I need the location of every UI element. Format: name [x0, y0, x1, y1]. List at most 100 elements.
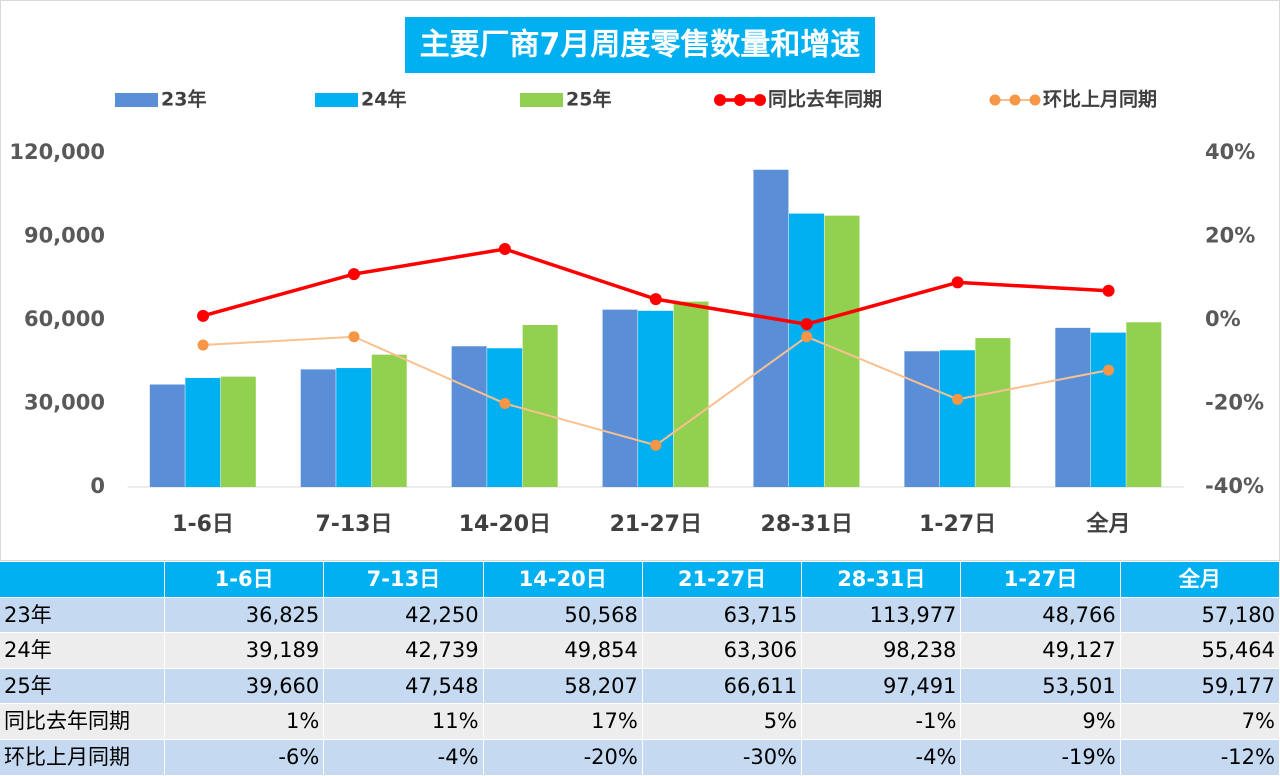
bar: [1055, 327, 1091, 487]
table-cell: 39,189: [165, 633, 325, 669]
line-marker: [499, 398, 511, 409]
table-cell: 53,501: [961, 668, 1121, 705]
legend-swatch: [115, 93, 158, 107]
legend-label: 23年: [161, 88, 206, 111]
table-cell: 48,766: [961, 597, 1121, 634]
table-cell: -19%: [961, 740, 1121, 776]
table-cell: 25年: [0, 668, 165, 705]
x-tick-label: 1-6日: [172, 512, 234, 537]
title-box: [405, 17, 875, 73]
bar: [904, 351, 940, 487]
table-cell: 63,306: [642, 633, 803, 669]
bar: [788, 213, 824, 487]
y2-tick-label: 0%: [1205, 307, 1241, 331]
y-tick-label: 120,000: [9, 140, 105, 164]
legend-swatch: [520, 93, 563, 107]
table-cell: 42,739: [324, 633, 484, 669]
table-cell: 47,548: [324, 668, 484, 705]
table-cell: 5%: [642, 704, 803, 740]
table-cell: 23年: [0, 597, 165, 634]
line-marker: [649, 293, 662, 306]
x-tick-label: 1-27日: [919, 512, 996, 537]
table-cell: 9%: [961, 704, 1121, 740]
y2-tick-label: -40%: [1205, 474, 1264, 498]
line-marker: [952, 393, 964, 405]
table-cell: 7-13日: [324, 562, 484, 598]
table-cell: 97,491: [802, 668, 962, 705]
legend-marker: [1009, 94, 1021, 106]
table-cell: 42,250: [324, 597, 484, 634]
bar: [753, 169, 789, 487]
y-tick-label: 60,000: [24, 307, 105, 331]
table-cell: 50,568: [483, 597, 643, 634]
table-cell: -4%: [324, 740, 484, 776]
legend-marker: [989, 94, 1001, 106]
legend-marker: [714, 94, 726, 106]
bar: [300, 369, 336, 487]
x-tick-label: 28-31日: [761, 512, 853, 537]
line-marker: [951, 276, 964, 289]
legend-label: 25年: [566, 88, 611, 111]
line-marker: [801, 331, 813, 343]
bar: [1090, 332, 1126, 487]
bar: [451, 346, 487, 487]
bar: [638, 310, 674, 487]
chart-title: 主要厂商7月周度零售数量和增速: [420, 28, 861, 63]
table-cell: 7%: [1120, 704, 1280, 740]
bar: [975, 338, 1011, 487]
line-marker: [197, 309, 210, 322]
table-cell: 1%: [165, 704, 325, 740]
line-marker: [348, 331, 360, 343]
table-cell: 63,715: [642, 597, 803, 634]
bar: [336, 368, 372, 487]
table-cell: 59,177: [1120, 668, 1280, 705]
table-cell: -6%: [165, 740, 325, 776]
bar: [185, 377, 221, 487]
table-cell: -20%: [483, 740, 643, 776]
bar: [939, 350, 975, 487]
bar: [371, 354, 407, 487]
legend-marker: [754, 94, 766, 106]
table-cell: 1-27日: [961, 562, 1121, 598]
x-tick-label: 全月: [1086, 511, 1131, 537]
line-marker: [498, 243, 511, 256]
bar: [487, 348, 523, 487]
bar: [522, 324, 558, 487]
table-cell: 113,977: [802, 597, 962, 634]
table-cell: 57,180: [1120, 597, 1280, 634]
table-cell: 28-31日: [802, 562, 962, 598]
table-cell: 全月: [1120, 562, 1280, 598]
bar: [1126, 322, 1162, 487]
line-marker: [800, 318, 813, 331]
chart: 主要厂商7月周度零售数量和增速 0 30,000 60,000 90,000 120,0…: [0, 0, 1280, 561]
table-cell: -1%: [802, 704, 962, 740]
table-cell: [0, 562, 165, 598]
legend-label: 同比去年同期: [768, 88, 882, 111]
table-cell: 同比去年同期: [0, 704, 165, 740]
x-tick-label: 14-20日: [459, 512, 551, 537]
table-cell: 24年: [0, 633, 165, 669]
table-cell: 36,825: [165, 597, 325, 634]
bar: [149, 384, 185, 487]
legend-marker: [734, 94, 746, 106]
table-cell: 98,238: [802, 633, 962, 669]
line-marker: [197, 339, 209, 351]
table-cell: 1-6日: [165, 562, 325, 598]
line-marker: [347, 268, 360, 281]
line-marker: [1103, 364, 1115, 376]
table-cell: 49,127: [961, 633, 1121, 669]
table-cell: 11%: [324, 704, 484, 740]
legend-label: 环比上月同期: [1043, 89, 1157, 111]
table-cell: 环比上月同期: [0, 740, 165, 776]
legend-marker: [1029, 94, 1041, 106]
x-tick-label: 21-27日: [610, 512, 702, 537]
y2-tick-label: 20%: [1205, 224, 1255, 248]
table-cell: 55,464: [1120, 633, 1280, 669]
table-cell: -12%: [1120, 740, 1280, 776]
x-tick-label: 7-13日: [315, 512, 392, 537]
legend-label: 24年: [361, 88, 406, 111]
table-cell: 49,854: [483, 633, 643, 669]
bar: [673, 301, 709, 487]
table-cell: 39,660: [165, 668, 325, 705]
y-tick-label: 90,000: [24, 224, 105, 248]
